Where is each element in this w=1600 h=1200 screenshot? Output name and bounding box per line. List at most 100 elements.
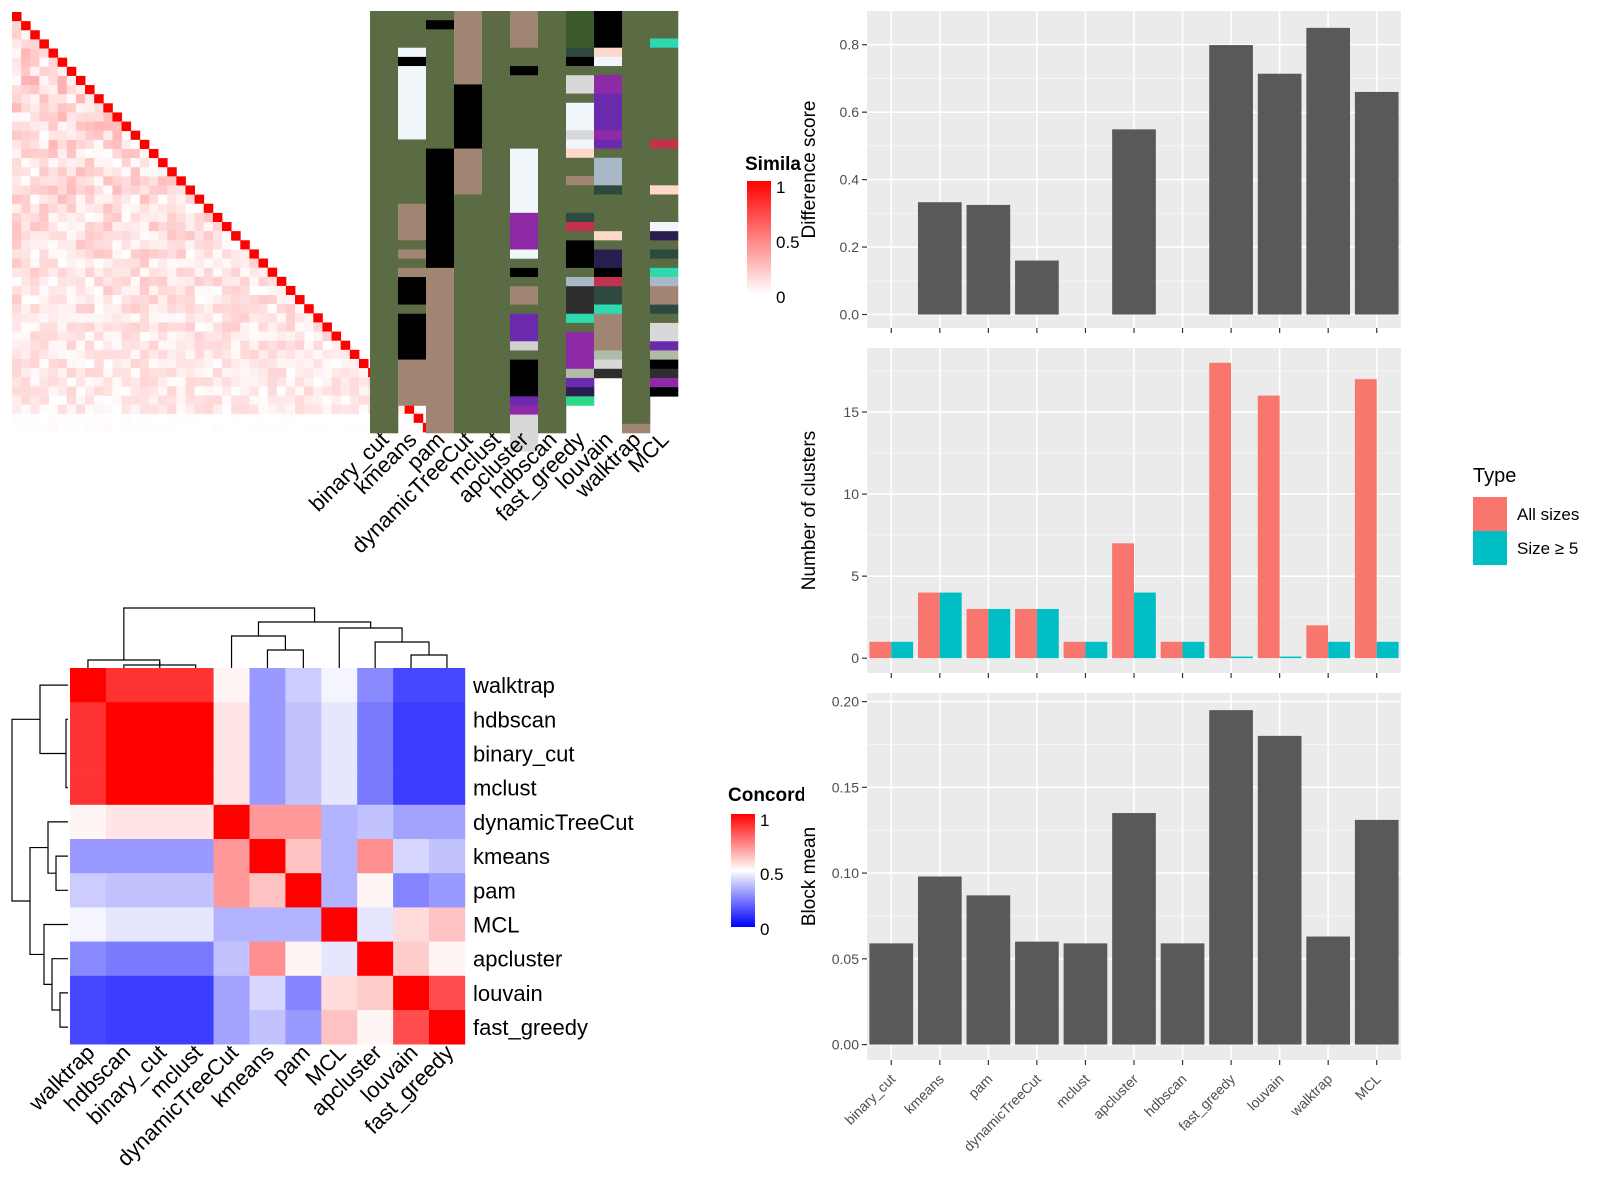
similarity-cell bbox=[267, 267, 278, 278]
similarity-cell bbox=[30, 258, 40, 269]
assignment-cell bbox=[650, 38, 679, 48]
similarity-cell bbox=[48, 112, 59, 122]
similarity-cell bbox=[148, 185, 159, 196]
similarity-cell bbox=[231, 358, 241, 369]
assignment-cell bbox=[594, 304, 623, 315]
similarity-cell bbox=[85, 304, 95, 314]
similarity-cell bbox=[57, 112, 68, 122]
similarity-cell bbox=[176, 231, 186, 241]
concordance-column-labels: walktraphdbscanbinary_cutmclustdynamicTr… bbox=[23, 1040, 458, 1171]
similarity-cell bbox=[358, 368, 369, 378]
similarity-cell bbox=[30, 30, 40, 40]
similarity-cell bbox=[85, 413, 95, 424]
similarity-cell bbox=[194, 258, 205, 269]
similarity-cell bbox=[176, 240, 186, 250]
similarity-cell bbox=[30, 185, 40, 196]
similarity-cell bbox=[21, 340, 31, 351]
assignment-cell bbox=[566, 377, 595, 388]
bar bbox=[1354, 819, 1399, 1045]
similarity-cell bbox=[130, 148, 141, 159]
similarity-cell bbox=[194, 386, 205, 396]
assignment-cell bbox=[566, 322, 595, 333]
similarity-cell bbox=[167, 167, 177, 177]
similarity-cell bbox=[85, 331, 95, 342]
similarity-cell bbox=[103, 222, 113, 232]
concordance-legend: Concord 1 0.5 0 bbox=[728, 785, 804, 939]
concordance-cell bbox=[285, 907, 322, 942]
similarity-cell bbox=[148, 322, 159, 332]
similarity-cell bbox=[167, 285, 177, 296]
assignment-cell bbox=[566, 47, 595, 58]
assignment-cell bbox=[566, 277, 595, 287]
similarity-cell bbox=[39, 240, 49, 250]
similarity-cell bbox=[21, 331, 31, 342]
similarity-cell bbox=[130, 267, 141, 278]
similarity-cell bbox=[249, 358, 259, 369]
similarity-cell bbox=[57, 148, 68, 159]
similarity-cell bbox=[39, 121, 49, 132]
bar bbox=[1015, 260, 1059, 315]
similarity-cell bbox=[231, 340, 241, 351]
similarity-cell bbox=[30, 158, 40, 168]
similarity-cell bbox=[30, 304, 40, 314]
similarity-cell bbox=[12, 377, 22, 387]
similarity-cell bbox=[203, 231, 214, 241]
similarity-cell bbox=[103, 121, 113, 132]
concordance-cell bbox=[213, 839, 250, 874]
similarity-cell bbox=[276, 340, 287, 351]
y-tick-label: 0 bbox=[851, 650, 859, 666]
concordance-cell bbox=[285, 873, 322, 908]
similarity-cell bbox=[212, 313, 223, 323]
similarity-cell bbox=[158, 322, 168, 332]
similarity-cell bbox=[285, 413, 296, 424]
similarity-cell bbox=[75, 285, 86, 296]
assignment-cell bbox=[650, 222, 679, 232]
similarity-cell bbox=[167, 358, 177, 369]
similarity-cell bbox=[158, 203, 168, 214]
similarity-cell bbox=[285, 377, 296, 387]
similarity-cell bbox=[57, 231, 68, 241]
similarity-cell bbox=[48, 377, 59, 387]
similarity-cell bbox=[112, 130, 122, 141]
concordance-cell bbox=[285, 839, 322, 874]
similarity-cell bbox=[66, 276, 77, 287]
similarity-cell bbox=[66, 258, 77, 269]
similarity-cell bbox=[203, 276, 214, 287]
similarity-cell bbox=[21, 386, 31, 396]
similarity-cell bbox=[158, 194, 168, 205]
concordance-cell bbox=[429, 873, 466, 908]
similarity-cell bbox=[12, 413, 22, 424]
similarity-cell bbox=[85, 349, 95, 360]
similarity-cell bbox=[112, 222, 122, 232]
similarity-cell bbox=[130, 158, 141, 168]
similarity-cell bbox=[130, 222, 141, 232]
similarity-cell bbox=[212, 331, 223, 342]
similarity-cell bbox=[158, 167, 168, 177]
similarity-cell bbox=[94, 276, 104, 287]
assignment-cell bbox=[454, 148, 483, 195]
assignment-cell bbox=[650, 148, 679, 186]
similarity-cell bbox=[30, 112, 40, 122]
similarity-cell bbox=[267, 422, 278, 433]
assignment-cell bbox=[650, 304, 679, 315]
similarity-cell bbox=[48, 66, 59, 77]
similarity-cell bbox=[85, 167, 95, 177]
similarity-cell bbox=[158, 249, 168, 259]
similarity-cell bbox=[121, 377, 132, 387]
concordance-cell bbox=[429, 907, 466, 942]
similarity-cell bbox=[12, 386, 22, 396]
similarity-cell bbox=[94, 422, 104, 433]
similarity-cell bbox=[231, 413, 241, 424]
similarity-cell bbox=[231, 313, 241, 323]
similarity-cell bbox=[167, 212, 177, 223]
similarity-cell bbox=[21, 167, 31, 177]
similarity-cell bbox=[112, 167, 122, 177]
similarity-cell bbox=[12, 203, 22, 214]
similarity-cell bbox=[349, 377, 360, 387]
similarity-cell bbox=[185, 404, 196, 415]
similarity-cell bbox=[94, 212, 104, 223]
similarity-cell bbox=[203, 404, 214, 415]
similarity-cell bbox=[267, 395, 278, 406]
similarity-cell bbox=[340, 349, 351, 360]
similarity-cell bbox=[267, 349, 278, 360]
